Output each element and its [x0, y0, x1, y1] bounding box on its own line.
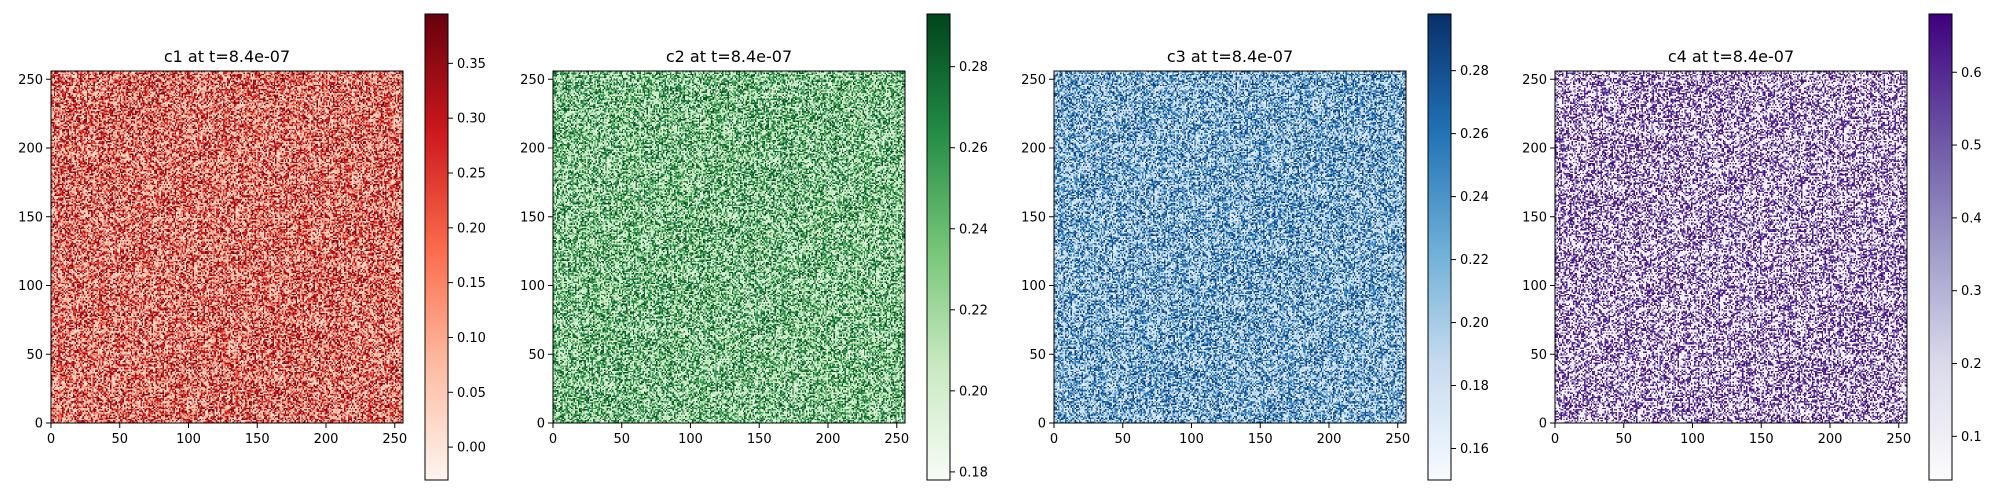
- colorbar: [1928, 13, 1953, 481]
- x-tick-label: 250: [382, 432, 407, 447]
- y-tick-label: 50: [528, 348, 545, 363]
- subplot-4: c4 at t=8.4e-07 0 50 100 150 200 250 0 50 100 150 2…: [1522, 13, 1982, 481]
- y-tick-label: 250: [1522, 73, 1547, 88]
- colorbar-tick-label: 0.20: [457, 221, 486, 236]
- subplot-title: c2 at t=8.4e-07: [666, 47, 792, 66]
- colorbar: [1427, 13, 1452, 481]
- x-tick-label: 0: [1551, 432, 1559, 447]
- subplot-title: c4 at t=8.4e-07: [1668, 47, 1794, 66]
- y-tick-label: 100: [520, 279, 545, 294]
- x-tick-label: 50: [111, 432, 128, 447]
- subplot-title: c1 at t=8.4e-07: [164, 47, 290, 66]
- axes-frame: [50, 70, 404, 424]
- y-tick-label: 200: [1522, 142, 1547, 157]
- y-tick-label: 250: [1021, 73, 1046, 88]
- x-tick-label: 200: [816, 432, 841, 447]
- y-tick-label: 0: [35, 417, 43, 432]
- subplot-title: c3 at t=8.4e-07: [1167, 47, 1293, 66]
- x-tick-label: 200: [1818, 432, 1843, 447]
- heatmap-image: [1555, 71, 1907, 423]
- subplot-1: c1 at t=8.4e-07 0 50 100 150 200 250 0 50 100 150 2…: [18, 13, 486, 481]
- colorbar-tick-label: 0.05: [457, 386, 486, 401]
- y-tick-label: 50: [26, 348, 43, 363]
- colorbar-tick-label: 0.15: [457, 276, 486, 291]
- x-tick-label: 0: [1050, 432, 1058, 447]
- x-tick-label: 0: [549, 432, 557, 447]
- colorbar-tick-label: 0.3: [1961, 284, 1982, 299]
- y-tick-label: 100: [18, 279, 43, 294]
- axes-frame: [552, 70, 906, 424]
- x-tick-label: 100: [1179, 432, 1204, 447]
- colorbar-tick-label: 0.26: [959, 141, 988, 156]
- y-tick-label: 0: [1038, 417, 1046, 432]
- y-tick-label: 200: [18, 142, 43, 157]
- y-tick-label: 150: [18, 210, 43, 225]
- colorbar: [424, 13, 449, 481]
- subplot-3: c3 at t=8.4e-07 0 50 100 150 200 250 0 50 100 150 2…: [1021, 13, 1489, 481]
- y-tick-label: 250: [520, 73, 545, 88]
- colorbar-tick-label: 0.24: [959, 222, 988, 237]
- heatmap-image: [1054, 71, 1406, 423]
- x-tick-label: 250: [1385, 432, 1410, 447]
- colorbar-tick-label: 0.20: [959, 384, 988, 399]
- x-tick-label: 150: [1248, 432, 1273, 447]
- colorbar-tick-label: 0.35: [457, 57, 486, 72]
- subplot-2: c2 at t=8.4e-07 0 50 100 150 200 250 0 50 100 150 2…: [520, 13, 988, 481]
- colorbar-tick-label: 0.22: [1460, 253, 1489, 268]
- heatmap-image: [553, 71, 905, 423]
- colorbar-tick-label: 0.4: [1961, 211, 1982, 226]
- colorbar-tick-label: 0.28: [959, 60, 988, 75]
- y-tick-label: 150: [1522, 210, 1547, 225]
- y-tick-label: 50: [1530, 348, 1547, 363]
- y-tick-label: 200: [520, 142, 545, 157]
- y-tick-label: 200: [1021, 142, 1046, 157]
- x-tick-label: 100: [678, 432, 703, 447]
- y-tick-label: 250: [18, 73, 43, 88]
- x-tick-label: 100: [176, 432, 201, 447]
- x-tick-label: 50: [1114, 432, 1131, 447]
- colorbar-tick-label: 0.18: [959, 465, 988, 480]
- x-tick-label: 250: [884, 432, 909, 447]
- x-tick-label: 50: [613, 432, 630, 447]
- x-tick-label: 150: [1749, 432, 1774, 447]
- colorbar-tick-label: 0.18: [1460, 379, 1489, 394]
- x-tick-label: 50: [1615, 432, 1632, 447]
- x-tick-label: 0: [47, 432, 55, 447]
- x-tick-label: 100: [1680, 432, 1705, 447]
- y-tick-label: 50: [1029, 348, 1046, 363]
- heatmap-image: [51, 71, 403, 423]
- colorbar-tick-label: 0.25: [457, 166, 486, 181]
- colorbar-tick-label: 0.28: [1460, 64, 1489, 79]
- y-tick-label: 150: [520, 210, 545, 225]
- x-tick-label: 200: [314, 432, 339, 447]
- colorbar-tick-label: 0.10: [457, 331, 486, 346]
- x-tick-label: 200: [1317, 432, 1342, 447]
- colorbar-tick-label: 0.5: [1961, 139, 1982, 154]
- y-tick-label: 150: [1021, 210, 1046, 225]
- y-tick-label: 100: [1522, 279, 1547, 294]
- y-tick-label: 0: [1539, 417, 1547, 432]
- colorbar-tick-label: 0.26: [1460, 127, 1489, 142]
- x-tick-label: 150: [245, 432, 270, 447]
- colorbar-tick-label: 0.20: [1460, 316, 1489, 331]
- colorbar-tick-label: 0.1: [1961, 430, 1982, 445]
- colorbar-tick-label: 0.24: [1460, 190, 1489, 205]
- y-tick-label: 0: [537, 417, 545, 432]
- colorbar: [926, 13, 951, 481]
- axes-frame: [1053, 70, 1407, 424]
- colorbar-tick-label: 0.22: [959, 303, 988, 318]
- colorbar-tick-label: 0.00: [457, 441, 486, 456]
- y-tick-label: 100: [1021, 279, 1046, 294]
- x-tick-label: 150: [747, 432, 772, 447]
- colorbar-tick-label: 0.2: [1961, 357, 1982, 372]
- x-tick-label: 250: [1886, 432, 1911, 447]
- axes-frame: [1554, 70, 1908, 424]
- colorbar-tick-label: 0.30: [457, 112, 486, 127]
- colorbar-tick-label: 0.16: [1460, 442, 1489, 457]
- colorbar-tick-label: 0.6: [1961, 66, 1982, 81]
